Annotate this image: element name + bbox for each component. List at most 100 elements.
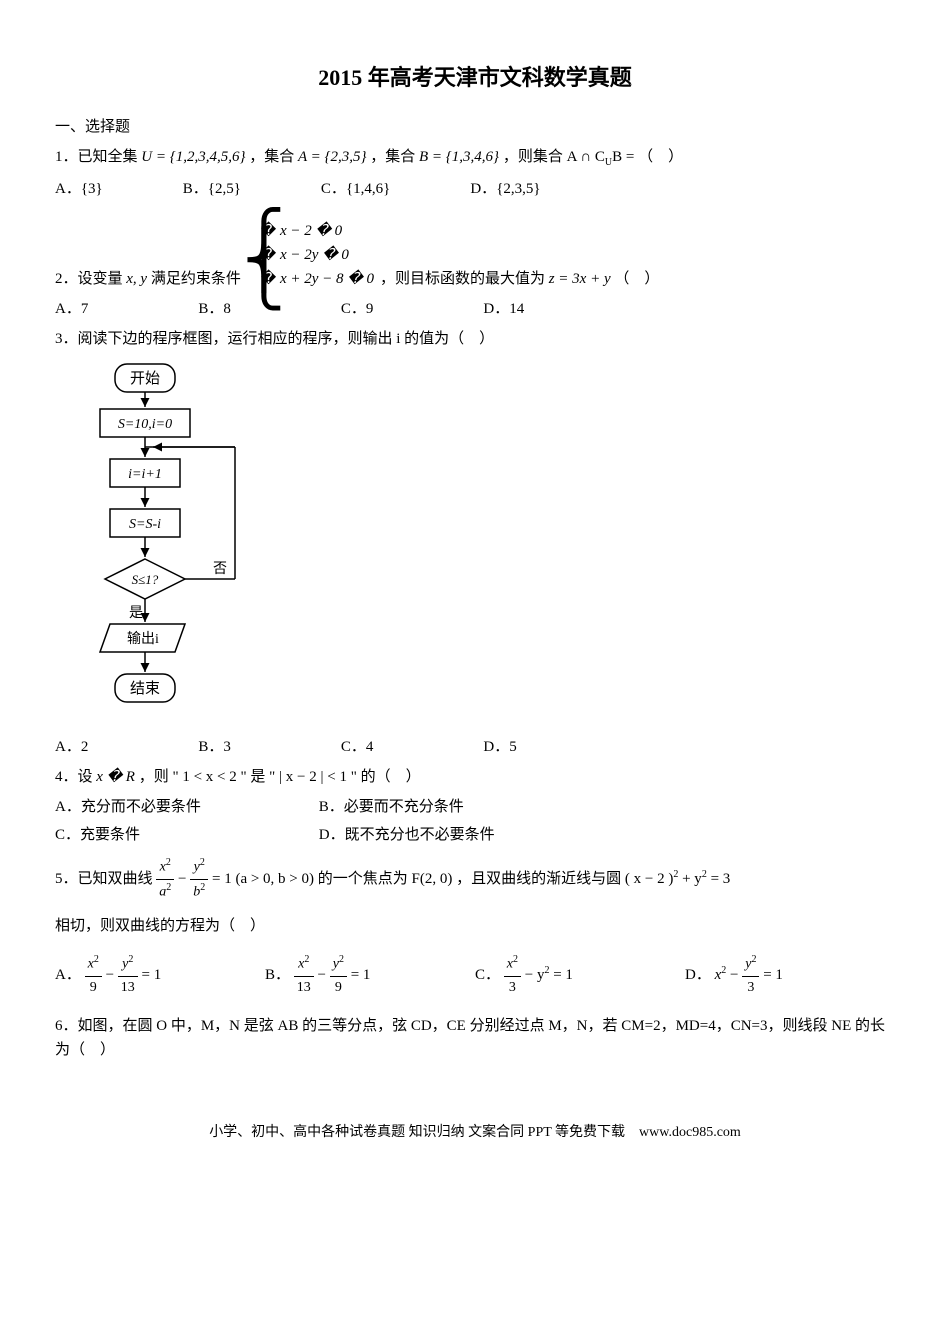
q4-opt-b: B．必要而不充分条件 (319, 795, 464, 819)
q5c-d1: 3 (504, 977, 521, 999)
q5-mid2: ，且双曲线的渐近线与圆 (456, 871, 621, 887)
page-title: 2015 年高考天津市文科数学真题 (55, 60, 895, 95)
q5-line2: 相切，则双曲线的方程为（ ） (55, 914, 895, 938)
q5d-eq: = 1 (763, 967, 783, 983)
q1-B: B = {1,3,4,6} (419, 149, 499, 165)
q5-frac2: y2b2 (190, 855, 208, 904)
q5d-d2: 3 (742, 977, 759, 999)
q5b-d1: 13 (294, 977, 314, 999)
page-footer: 小学、初中、高中各种试卷真题 知识归纳 文案合同 PPT 等免费下载 www.d… (55, 1122, 895, 1144)
q1-opt-b: B．{2,5} (183, 177, 241, 201)
q2-vars: x, y (126, 271, 147, 287)
q4-x: x � R (96, 769, 135, 785)
q5-opt-b: B． x213 − y29 = 1 (265, 952, 475, 999)
question-2: 2．设变量 x, y 满足约束条件 ⎧ ⎨ ⎩ � x − 2 � 0 � x … (55, 219, 895, 291)
q1-mid3: ，则集合 (503, 149, 563, 165)
q4-opt-c: C．充要条件 (55, 823, 315, 847)
q5c-after: − y (525, 967, 545, 983)
q2-mid2: ，则目标函数的最大值为 (380, 271, 545, 287)
q4-mid1: ，则 " (139, 769, 179, 785)
q1-A: A = {2,3,5} (298, 149, 367, 165)
q3-opt-c: C．4 (341, 735, 374, 759)
question-5: 5．已知双曲线 x2a2 − y2b2 = 1 (a > 0, b > 0) 的… (55, 855, 895, 904)
q1-opt-b-val: {2,5} (208, 181, 241, 197)
flow-yes-text: 是 (129, 606, 143, 621)
q1-expr: A ∩ CUB = (567, 149, 639, 165)
question-1: 1．已知全集 U = {1,2,3,4,5,6} ，集合 A = {2,3,5}… (55, 145, 895, 171)
q2-opt-d: D．14 (483, 297, 524, 321)
q1-mid2: ，集合 (370, 149, 415, 165)
q2-z: z = 3x + y (549, 271, 611, 287)
flow-upd-text: S=S-i (129, 517, 161, 532)
q1-prefix: 1．已知全集 (55, 149, 138, 165)
q1-opt-c-val: {1,4,6} (346, 181, 390, 197)
flow-out-text: 输出i (127, 631, 159, 647)
q2-mid1: 满足约束条件 (151, 271, 241, 287)
q1-U: U = {1,2,3,4,5,6} (141, 149, 245, 165)
q4-c1: 1 < x < 2 (182, 769, 236, 785)
q5a-d1: 9 (85, 977, 102, 999)
q5c-eq: = 1 (553, 967, 573, 983)
q1-opt-c: C．{1,4,6} (321, 177, 390, 201)
q5-circ-eq: = 3 (707, 871, 730, 887)
q1-opt-d-val: {2,3,5} (496, 181, 540, 197)
q1-expr-main: A ∩ C (567, 149, 605, 165)
q1-paren: （ ） (638, 149, 683, 165)
q5-options: A． x29 − y213 = 1 B． x213 − y29 = 1 C． x… (55, 952, 895, 999)
q5-mid1: 的一个焦点为 (318, 871, 408, 887)
q4-opt-a: A．充分而不必要条件 (55, 795, 315, 819)
q2-l3: x + 2y − 8 � 0 (280, 271, 374, 287)
q5-frac1: x2a2 (156, 855, 174, 904)
q5a-eq: = 1 (142, 967, 162, 983)
q1-mid1: ，集合 (249, 149, 294, 165)
flow-end-text: 结束 (130, 680, 160, 697)
q4-opts-row1: A．充分而不必要条件 B．必要而不充分条件 (55, 795, 895, 819)
q2-l2: x − 2y � 0 (280, 247, 349, 263)
q2-options: A．7 B．8 C．9 D．14 (55, 297, 895, 321)
question-4: 4．设 x � R ，则 " 1 < x < 2 " 是 " | x − 2 |… (55, 765, 895, 789)
flow-start-text: 开始 (130, 370, 160, 387)
q5-eqpost: = 1 (a > 0, b > 0) (212, 871, 314, 887)
q1-options: A．{3} B．{2,5} C．{1,4,6} D．{2,3,5} (55, 177, 895, 201)
q3-options: A．2 B．3 C．4 D．5 (55, 735, 895, 759)
q1-opt-d: D．{2,3,5} (470, 177, 540, 201)
q4-mid2: " 是 " (241, 769, 276, 785)
q4-opts-row2: C．充要条件 D．既不充分也不必要条件 (55, 823, 895, 847)
question-3: 3．阅读下边的程序框图，运行相应的程序，则输出 i 的值为（ ） (55, 327, 895, 351)
q3-opt-b: B．3 (198, 735, 231, 759)
flow-init-text: S=10,i=0 (118, 417, 172, 432)
q2-paren: （ ） (614, 271, 659, 287)
q1-opt-a: A．{3} (55, 177, 103, 201)
flow-inc-text: i=i+1 (128, 467, 162, 482)
q5a-d2: 13 (118, 977, 138, 999)
q5-prefix: 5．已知双曲线 (55, 871, 153, 887)
question-6: 6．如图，在圆 O 中，M，N 是弦 AB 的三等分点，弦 CD，CE 分别经过… (55, 1014, 895, 1062)
q5-circ-base: ( x − 2 ) (625, 871, 673, 887)
q2-opt-b: B．8 (198, 297, 231, 321)
q4-c2: | x − 2 | < 1 (279, 769, 347, 785)
q5-opt-a: A． x29 − y213 = 1 (55, 952, 265, 999)
q3-opt-a: A．2 (55, 735, 88, 759)
q5-circ: ( x − 2 )2 + y2 = 3 (625, 871, 730, 887)
q4-mid3: " 的（ ） (351, 769, 421, 785)
flow-no-text: 否 (213, 562, 227, 577)
q5-opt-c: C． x23 − y2 = 1 (475, 952, 685, 999)
flowchart-svg: 开始 S=10,i=0 i=i+1 S=S-i S≤1? 否 是 输出i 结束 (85, 359, 285, 719)
q5b-eq: = 1 (351, 967, 371, 983)
q5-F: F(2, 0) (412, 871, 453, 887)
q5-opt-d: D． x2 − y23 = 1 (685, 952, 895, 999)
q1-expr-after: B = (612, 149, 634, 165)
q2-l1: x − 2 � 0 (280, 223, 342, 239)
flow-cond-text: S≤1? (132, 572, 159, 587)
q4-opt-d: D．既不充分也不必要条件 (319, 823, 495, 847)
q1-opt-a-val: {3} (81, 181, 103, 197)
q2-opt-c: C．9 (341, 297, 374, 321)
q3-opt-d: D．5 (483, 735, 516, 759)
q4-prefix: 4．设 (55, 769, 93, 785)
q5b-d2: 9 (330, 977, 347, 999)
q2-opt-a: A．7 (55, 297, 88, 321)
q5-circ-after: + y (678, 871, 701, 887)
q2-prefix: 2．设变量 (55, 271, 123, 287)
flowchart: 开始 S=10,i=0 i=i+1 S=S-i S≤1? 否 是 输出i 结束 (85, 359, 895, 727)
section-header: 一、选择题 (55, 115, 895, 139)
